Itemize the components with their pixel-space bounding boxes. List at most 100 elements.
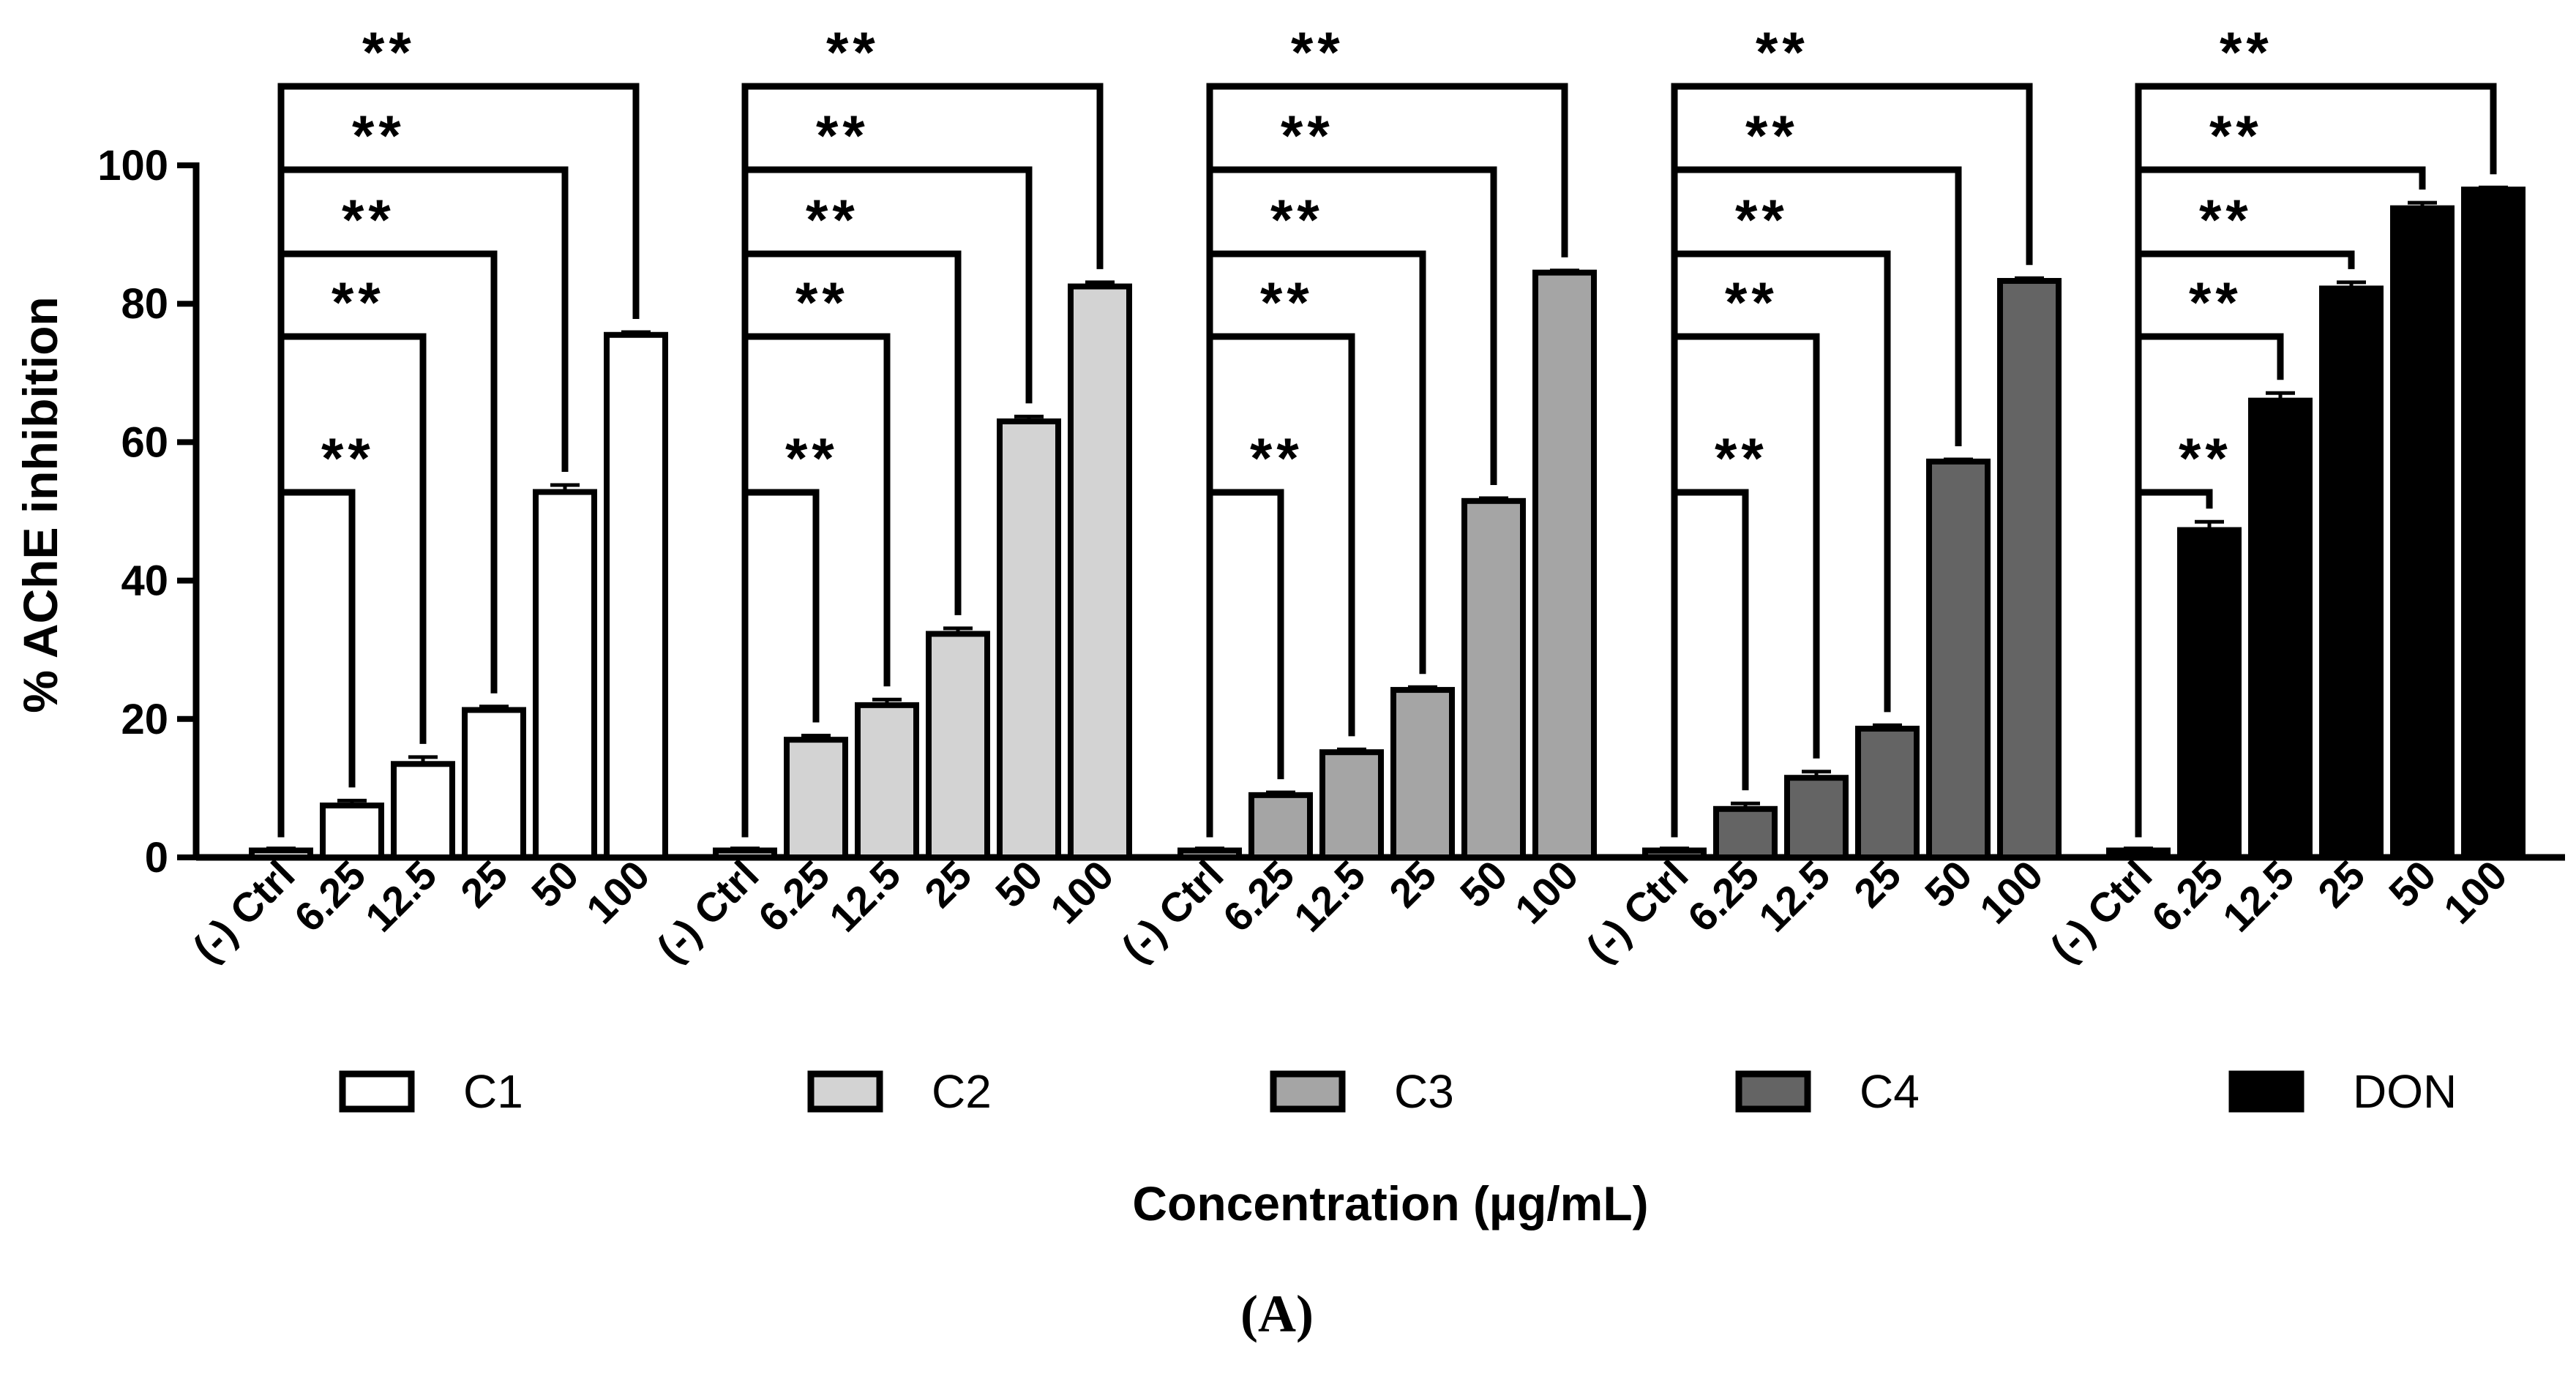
bar-c2-2: [855, 702, 919, 860]
x-tick-label: (-) Ctrl: [1577, 852, 1696, 971]
bar-c2-5: [1068, 283, 1132, 860]
x-tick-label: 100: [2435, 852, 2516, 933]
y-tick-label: 20: [121, 696, 168, 743]
bar-don-1: [2177, 527, 2242, 860]
x-tick-label: (-) Ctrl: [1112, 852, 1232, 971]
bar-c3-0: [1177, 847, 1242, 861]
significance-label: **: [785, 426, 839, 490]
bar-c2-3: [926, 631, 990, 861]
significance-label: **: [1756, 20, 1809, 84]
bar-don-5: [2461, 187, 2526, 860]
significance-label: **: [2220, 20, 2273, 84]
legend-swatch-c3: [1270, 1070, 1346, 1113]
legend-swatch-don: [2228, 1070, 2304, 1113]
significance-bracket: [277, 489, 356, 838]
bar-c4-1: [1713, 805, 1778, 861]
panel-label: (A): [1240, 1285, 1314, 1343]
y-tick-label: 80: [121, 280, 168, 328]
significance-bracket: [1671, 489, 1749, 838]
x-tick-label: 12.5: [820, 852, 910, 941]
x-tick-label: 6.25: [1679, 852, 1768, 941]
y-tick-label: 100: [97, 142, 168, 189]
x-tick-label: (-) Ctrl: [2041, 852, 2160, 971]
bar-c2-0: [713, 847, 777, 861]
bar-c4-5: [1997, 277, 2062, 860]
significance-label: **: [1270, 187, 1324, 252]
significance-label: **: [806, 187, 859, 252]
significance-label: **: [342, 187, 395, 252]
legend-swatch-c1: [339, 1070, 415, 1113]
x-tick-label: 12.5: [1285, 852, 1374, 941]
x-tick-label: 100: [1041, 852, 1123, 933]
x-tick-label: 100: [1971, 852, 2052, 933]
bar-c4-2: [1784, 775, 1849, 860]
x-tick-label: (-) Ctrl: [184, 852, 303, 971]
bar-c1-2: [391, 761, 455, 861]
significance-label: **: [1715, 426, 1768, 490]
x-axis-title: Concentration (µg/mL): [1132, 1176, 1648, 1230]
bar-don-3: [2319, 285, 2384, 860]
x-tick-label: (-) Ctrl: [648, 852, 767, 971]
significance-label: **: [332, 270, 385, 334]
bar-c1-0: [249, 847, 313, 861]
x-tick-label: 100: [577, 852, 659, 933]
x-tick-label: 6.25: [285, 852, 375, 941]
bar-don-2: [2248, 397, 2313, 860]
x-tick-label: 6.25: [749, 852, 839, 941]
bar-c4-4: [1926, 458, 1991, 860]
x-tick-label: 50: [1916, 852, 1981, 917]
x-tick-label: 12.5: [1750, 852, 1839, 941]
x-tick-label: 50: [986, 852, 1052, 917]
bar-c3-5: [1532, 269, 1597, 860]
legend-swatch-c2: [807, 1070, 883, 1113]
x-tick-label: 50: [1451, 852, 1516, 917]
y-axis-title: % AChE inhibition: [13, 296, 67, 713]
x-tick-label: 25: [1380, 852, 1445, 917]
x-tick-label: 6.25: [2143, 852, 2232, 941]
y-tick-label: 0: [145, 834, 168, 882]
bar-c3-1: [1248, 792, 1313, 860]
significance-label: **: [1725, 270, 1778, 334]
x-tick-label: 6.25: [1214, 852, 1303, 941]
legend-label-c1: C1: [463, 1065, 523, 1118]
significance-label: **: [1250, 426, 1303, 490]
significance-label: **: [1291, 20, 1344, 84]
significance-bracket: [277, 83, 640, 838]
significance-label: **: [826, 20, 880, 84]
bar-don-4: [2390, 205, 2455, 861]
x-tick-label: 50: [2380, 852, 2445, 917]
significance-label: **: [2209, 103, 2263, 168]
bar-c3-3: [1390, 687, 1455, 860]
bar-c2-4: [997, 418, 1061, 860]
x-tick-label: 12.5: [356, 852, 446, 941]
bar-c1-4: [533, 489, 597, 861]
significance-label: **: [795, 270, 849, 334]
significance-label: **: [1735, 187, 1789, 252]
bar-c1-1: [320, 803, 384, 861]
legend-label-c3: C3: [1394, 1065, 1454, 1118]
significance-bracket: [2135, 83, 2497, 838]
significance-label: **: [1745, 103, 1799, 168]
bar-c2-1: [784, 737, 848, 860]
significance-label: **: [352, 103, 405, 168]
significance-bracket: [1206, 83, 1568, 838]
x-tick-label: 25: [916, 852, 981, 917]
y-tick-label: 60: [121, 418, 168, 466]
significance-label: **: [1281, 103, 1334, 168]
significance-label: **: [2199, 187, 2253, 252]
significance-bracket: [1206, 489, 1284, 838]
x-tick-label: 25: [2309, 852, 2374, 917]
x-tick-label: 25: [1845, 852, 1910, 917]
x-tick-label: 25: [452, 852, 517, 917]
bar-don-0: [2106, 847, 2171, 861]
significance-bracket: [1671, 83, 2033, 838]
legend-label-c4: C4: [1860, 1065, 1920, 1118]
significance-label: **: [362, 20, 416, 84]
significance-label: **: [321, 426, 375, 490]
bar-c1-5: [604, 331, 668, 860]
